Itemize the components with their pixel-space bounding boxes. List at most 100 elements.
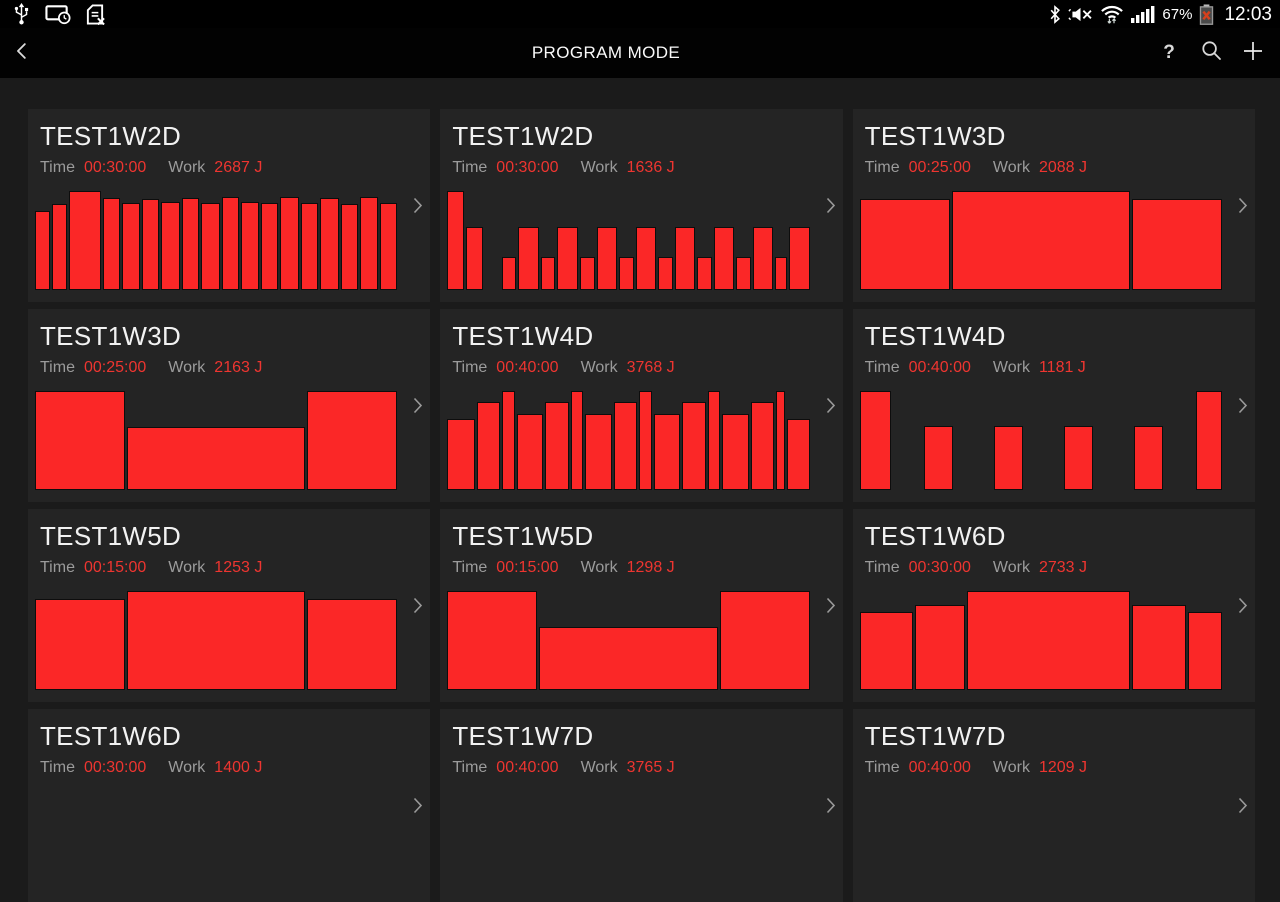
program-card[interactable]: TEST1W3D Time 00:25:00 Work 2163 J bbox=[28, 309, 431, 502]
program-card[interactable]: TEST1W2D Time 00:30:00 Work 2687 J bbox=[28, 109, 431, 302]
chart-bar bbox=[102, 197, 120, 290]
chart-bar bbox=[570, 391, 584, 490]
work-value: 3768 J bbox=[626, 358, 675, 376]
chart-bar bbox=[967, 591, 1131, 690]
program-title: TEST1W2D bbox=[40, 121, 182, 151]
chart-bar bbox=[307, 391, 398, 490]
work-label: Work bbox=[992, 358, 1030, 376]
chart-bar bbox=[707, 391, 721, 490]
work-value: 1298 J bbox=[626, 558, 675, 576]
chart-bar bbox=[579, 257, 595, 290]
work-label: Work bbox=[580, 758, 618, 776]
program-title: TEST1W7D bbox=[452, 721, 594, 751]
work-value: 1181 J bbox=[1038, 358, 1086, 376]
time-value: 00:40:00 bbox=[496, 758, 559, 776]
chart-bar bbox=[307, 598, 398, 690]
program-card[interactable]: TEST1W2D Time 00:30:00 Work 1636 J bbox=[440, 109, 843, 302]
program-title: TEST1W6D bbox=[864, 521, 1006, 551]
program-card[interactable]: TEST1W5D Time 00:15:00 Work 1298 J bbox=[440, 509, 843, 702]
program-title: TEST1W3D bbox=[40, 321, 182, 351]
chart-bar bbox=[1064, 425, 1093, 490]
chart-bar bbox=[545, 401, 569, 490]
chart-bar bbox=[52, 203, 67, 290]
interval-bar-chart bbox=[859, 191, 1223, 290]
chart-bar bbox=[447, 591, 538, 690]
time-value: 00:30:00 bbox=[83, 758, 147, 776]
chart-bar bbox=[447, 191, 464, 290]
chart-bar bbox=[1187, 611, 1222, 690]
time-label: Time bbox=[452, 358, 488, 376]
program-card[interactable]: TEST1W4D Time 00:40:00 Work 3768 J bbox=[440, 309, 843, 502]
search-button[interactable] bbox=[1194, 33, 1228, 73]
screen-timeout-icon bbox=[45, 4, 71, 25]
work-label: Work bbox=[168, 158, 206, 176]
program-title: TEST1W5D bbox=[40, 521, 182, 551]
chart-bar bbox=[596, 226, 617, 290]
status-right-icons: 67% 12:03 bbox=[1049, 3, 1276, 25]
chart-bar bbox=[613, 401, 638, 490]
program-meta: Time 00:25:00 Work 2163 J bbox=[40, 359, 430, 377]
work-label: Work bbox=[168, 358, 206, 376]
time-value: 00:15:00 bbox=[496, 558, 559, 576]
program-card[interactable]: TEST1W3D Time 00:25:00 Work 2088 J bbox=[852, 109, 1255, 302]
chart-bar bbox=[653, 413, 681, 490]
program-card[interactable]: TEST1W5D Time 00:15:00 Work 1253 J bbox=[28, 509, 431, 702]
chart-bar bbox=[682, 401, 706, 490]
program-card[interactable]: TEST1W6D Time 00:30:00 Work 1400 J bbox=[28, 709, 431, 902]
time-label: Time bbox=[452, 158, 488, 176]
chart-bar bbox=[789, 226, 810, 290]
chart-bar bbox=[557, 226, 578, 290]
no-sim-icon bbox=[85, 4, 105, 25]
chart-bar bbox=[752, 226, 774, 290]
chart-bar bbox=[182, 197, 200, 290]
chart-bar bbox=[775, 257, 788, 290]
work-label: Work bbox=[580, 558, 618, 576]
program-card[interactable]: TEST1W7D Time 00:40:00 Work 3765 J bbox=[440, 709, 843, 902]
work-label: Work bbox=[992, 758, 1030, 776]
work-label: Work bbox=[992, 158, 1030, 176]
interval-bar-chart bbox=[35, 191, 398, 290]
time-value: 00:30:00 bbox=[908, 558, 971, 576]
back-button[interactable] bbox=[0, 28, 46, 78]
program-meta: Time 00:25:00 Work 2088 J bbox=[865, 159, 1255, 177]
work-label: Work bbox=[580, 358, 618, 376]
help-button[interactable]: ? bbox=[1152, 33, 1186, 73]
time-label: Time bbox=[40, 158, 75, 176]
chart-bar bbox=[142, 198, 160, 290]
work-value: 1636 J bbox=[626, 158, 675, 176]
chart-bar bbox=[722, 413, 749, 490]
search-icon bbox=[1201, 40, 1222, 66]
usb-icon bbox=[12, 3, 31, 25]
status-left-icons bbox=[4, 3, 105, 25]
signal-icon bbox=[1131, 5, 1155, 23]
chart-bar bbox=[502, 391, 515, 490]
app-bar-actions: ? bbox=[1152, 33, 1280, 73]
interval-bar-chart bbox=[447, 191, 810, 290]
time-value: 00:15:00 bbox=[83, 558, 147, 576]
work-value: 1209 J bbox=[1038, 758, 1087, 776]
chart-bar bbox=[859, 198, 950, 290]
program-card[interactable]: TEST1W4D Time 00:40:00 Work 1181 J bbox=[852, 309, 1255, 502]
chevron-right-icon bbox=[1238, 597, 1248, 614]
time-value: 00:40:00 bbox=[908, 758, 971, 776]
chevron-right-icon bbox=[413, 597, 423, 614]
work-value: 1253 J bbox=[214, 558, 263, 576]
interval-bar-chart bbox=[859, 591, 1222, 690]
bluetooth-icon bbox=[1049, 4, 1061, 24]
chart-bar bbox=[994, 425, 1023, 490]
chart-bar bbox=[320, 197, 339, 290]
program-card[interactable]: TEST1W7D Time 00:40:00 Work 1209 J bbox=[852, 709, 1255, 902]
program-meta: Time 00:15:00 Work 1253 J bbox=[40, 559, 430, 577]
time-value: 00:30:00 bbox=[496, 158, 559, 176]
program-meta: Time 00:40:00 Work 1181 J bbox=[865, 359, 1255, 377]
time-value: 00:25:00 bbox=[83, 358, 147, 376]
chevron-right-icon bbox=[413, 197, 423, 214]
add-button[interactable] bbox=[1236, 33, 1270, 73]
interval-bar-chart bbox=[860, 791, 1222, 890]
chevron-right-icon bbox=[826, 597, 836, 614]
page-title: PROGRAM MODE bbox=[531, 43, 681, 62]
program-card[interactable]: TEST1W6D Time 00:30:00 Work 2733 J bbox=[852, 509, 1255, 702]
chart-bar bbox=[35, 210, 51, 290]
battery-percent: 67% bbox=[1162, 5, 1193, 23]
program-meta: Time 00:30:00 Work 2687 J bbox=[40, 159, 430, 177]
